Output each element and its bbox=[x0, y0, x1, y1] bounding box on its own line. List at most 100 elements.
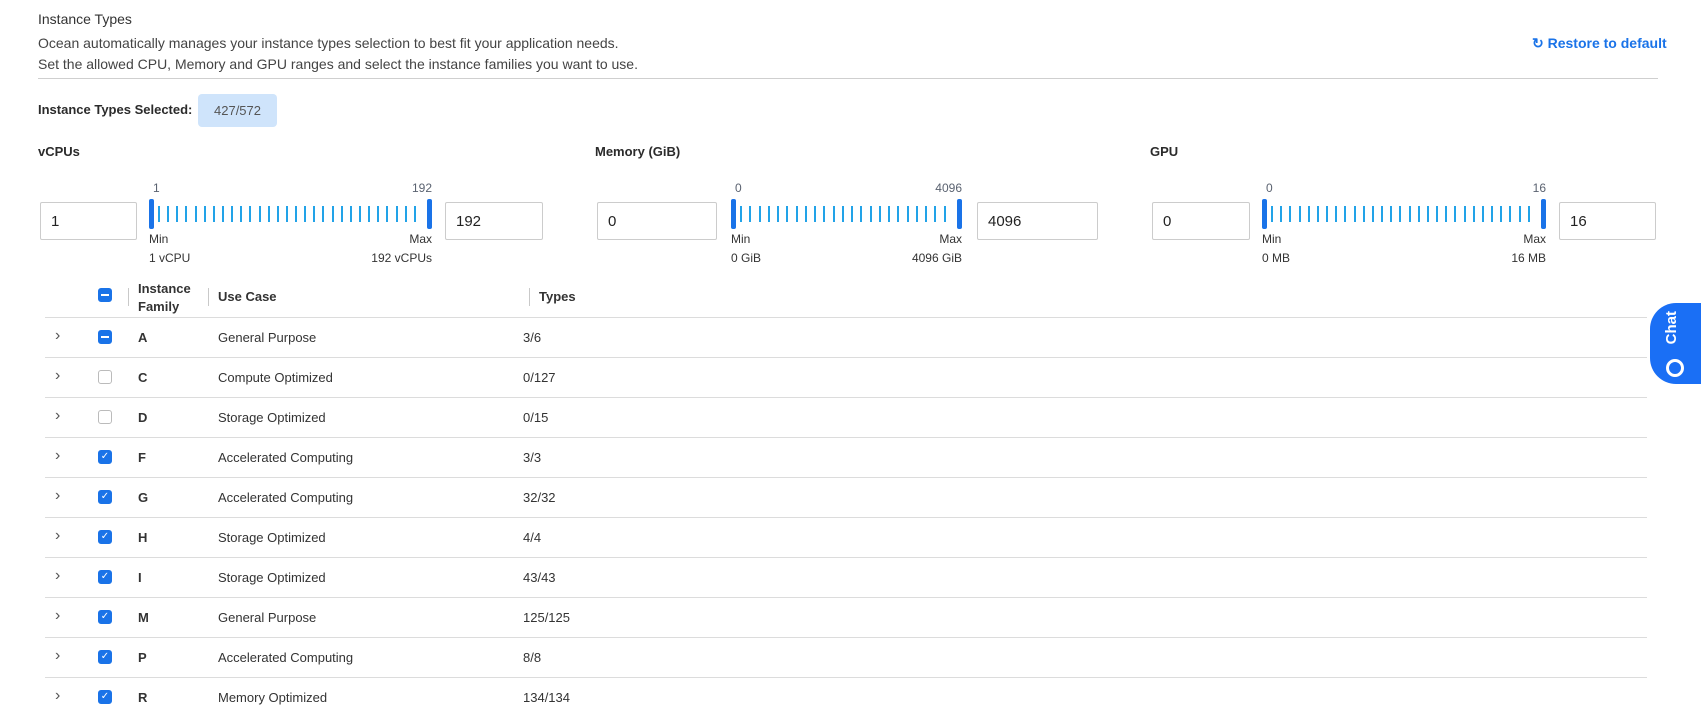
gpu-min-handle[interactable] bbox=[1262, 199, 1267, 229]
table-row[interactable]: › ✓ I Storage Optimized 43/43 bbox=[45, 557, 1647, 597]
row-checkbox[interactable]: ✓ bbox=[98, 570, 112, 584]
chevron-right-icon[interactable]: › bbox=[55, 327, 61, 344]
memory-min-input[interactable] bbox=[597, 202, 717, 240]
row-checkbox[interactable] bbox=[98, 370, 112, 384]
slider-tick bbox=[1472, 206, 1475, 222]
types-cell: 0/15 bbox=[523, 410, 549, 425]
family-cell: C bbox=[138, 370, 148, 385]
family-header-line1: Instance bbox=[138, 281, 191, 296]
gpu-max-input[interactable] bbox=[1559, 202, 1656, 240]
slider-tick bbox=[1381, 206, 1384, 222]
row-checkbox[interactable]: ✓ bbox=[98, 490, 112, 504]
vcpu-max-handle[interactable] bbox=[427, 199, 432, 229]
family-cell: F bbox=[138, 450, 146, 465]
memory-range-slider[interactable] bbox=[731, 199, 962, 229]
slider-tick bbox=[823, 206, 826, 222]
slider-tick bbox=[404, 206, 407, 222]
chevron-right-icon[interactable]: › bbox=[55, 647, 61, 664]
slider-tick bbox=[1371, 206, 1374, 222]
slider-tick bbox=[377, 206, 380, 222]
description-line-1: Ocean automatically manages your instanc… bbox=[38, 35, 619, 51]
family-cell: P bbox=[138, 650, 147, 665]
slider-tick bbox=[906, 206, 909, 222]
slider-tick bbox=[1399, 206, 1402, 222]
slider-tick bbox=[395, 206, 398, 222]
column-header-types[interactable]: Types bbox=[539, 289, 576, 304]
gpu-range-slider[interactable] bbox=[1262, 199, 1546, 229]
chevron-right-icon[interactable]: › bbox=[55, 687, 61, 704]
family-cell: I bbox=[138, 570, 142, 585]
row-checkbox[interactable]: ✓ bbox=[98, 650, 112, 664]
chevron-right-icon[interactable]: › bbox=[55, 567, 61, 584]
gpu-max-handle[interactable] bbox=[1541, 199, 1546, 229]
vcpu-range-slider[interactable] bbox=[149, 199, 432, 229]
table-row[interactable]: › ✓ R Memory Optimized 134/134 bbox=[45, 677, 1647, 717]
slider-tick bbox=[331, 206, 334, 222]
slider-tick bbox=[1316, 206, 1319, 222]
select-all-checkbox[interactable] bbox=[98, 288, 112, 302]
column-header-family[interactable]: Instance Family bbox=[138, 280, 191, 316]
slider-tick bbox=[1436, 206, 1439, 222]
row-checkbox[interactable] bbox=[98, 330, 112, 344]
table-row[interactable]: › ✓ F Accelerated Computing 3/3 bbox=[45, 437, 1647, 477]
gpu-min-input[interactable] bbox=[1152, 202, 1250, 240]
slider-tick bbox=[1353, 206, 1356, 222]
family-cell: R bbox=[138, 690, 148, 705]
restore-default-button[interactable]: ↻ Restore to default bbox=[1532, 35, 1667, 52]
slider-tick bbox=[258, 206, 261, 222]
chevron-right-icon[interactable]: › bbox=[55, 447, 61, 464]
vcpu-min-input[interactable] bbox=[40, 202, 137, 240]
vcpu-max-input[interactable] bbox=[445, 202, 543, 240]
chat-button[interactable]: Chat bbox=[1650, 303, 1701, 384]
selected-count-badge: 427/572 bbox=[198, 94, 277, 127]
chevron-right-icon[interactable]: › bbox=[55, 407, 61, 424]
slider-tick bbox=[221, 206, 224, 222]
slider-tick bbox=[1280, 206, 1283, 222]
chevron-right-icon[interactable]: › bbox=[55, 487, 61, 504]
restore-default-label: Restore to default bbox=[1547, 35, 1667, 51]
slider-tick bbox=[304, 206, 307, 222]
slider-tick bbox=[267, 206, 270, 222]
gpu-min-unit: 0 MB bbox=[1262, 251, 1291, 265]
slider-tick bbox=[1344, 206, 1347, 222]
column-separator bbox=[208, 288, 209, 306]
table-row[interactable]: › ✓ H Storage Optimized 4/4 bbox=[45, 517, 1647, 557]
slider-tick bbox=[322, 206, 325, 222]
chevron-right-icon[interactable]: › bbox=[55, 527, 61, 544]
vcpu-min-handle[interactable] bbox=[149, 199, 154, 229]
slider-tick bbox=[1307, 206, 1310, 222]
slider-tick bbox=[1298, 206, 1301, 222]
memory-max-handle[interactable] bbox=[957, 199, 962, 229]
slider-tick bbox=[368, 206, 371, 222]
table-row[interactable]: › A General Purpose 3/6 bbox=[45, 317, 1647, 357]
row-checkbox[interactable] bbox=[98, 410, 112, 424]
slider-tick bbox=[888, 206, 891, 222]
types-cell: 134/134 bbox=[523, 690, 570, 705]
chevron-right-icon[interactable]: › bbox=[55, 607, 61, 624]
table-row[interactable]: › ✓ P Accelerated Computing 8/8 bbox=[45, 637, 1647, 677]
slider-tick bbox=[851, 206, 854, 222]
column-header-use-case[interactable]: Use Case bbox=[218, 289, 277, 304]
row-checkbox[interactable]: ✓ bbox=[98, 530, 112, 544]
table-row[interactable]: › ✓ M General Purpose 125/125 bbox=[45, 597, 1647, 637]
slider-tick bbox=[276, 206, 279, 222]
use-case-cell: Accelerated Computing bbox=[218, 490, 354, 505]
row-checkbox[interactable]: ✓ bbox=[98, 450, 112, 464]
table-row[interactable]: › D Storage Optimized 0/15 bbox=[45, 397, 1647, 437]
slider-tick bbox=[359, 206, 362, 222]
memory-min-handle[interactable] bbox=[731, 199, 736, 229]
table-row[interactable]: › ✓ G Accelerated Computing 32/32 bbox=[45, 477, 1647, 517]
memory-min-caption: Min bbox=[731, 232, 751, 246]
gpu-label: GPU bbox=[1150, 144, 1179, 159]
memory-max-input[interactable] bbox=[977, 202, 1098, 240]
slider-tick bbox=[943, 206, 946, 222]
row-checkbox[interactable]: ✓ bbox=[98, 610, 112, 624]
vcpu-min-caption: Min bbox=[149, 232, 169, 246]
chevron-right-icon[interactable]: › bbox=[55, 367, 61, 384]
row-checkbox[interactable]: ✓ bbox=[98, 690, 112, 704]
table-row[interactable]: › C Compute Optimized 0/127 bbox=[45, 357, 1647, 397]
gpu-max-unit: 16 MB bbox=[1511, 251, 1546, 265]
slider-tick bbox=[814, 206, 817, 222]
memory-max-unit: 4096 GiB bbox=[911, 251, 962, 265]
vcpu-scale-max: 192 bbox=[411, 181, 432, 195]
